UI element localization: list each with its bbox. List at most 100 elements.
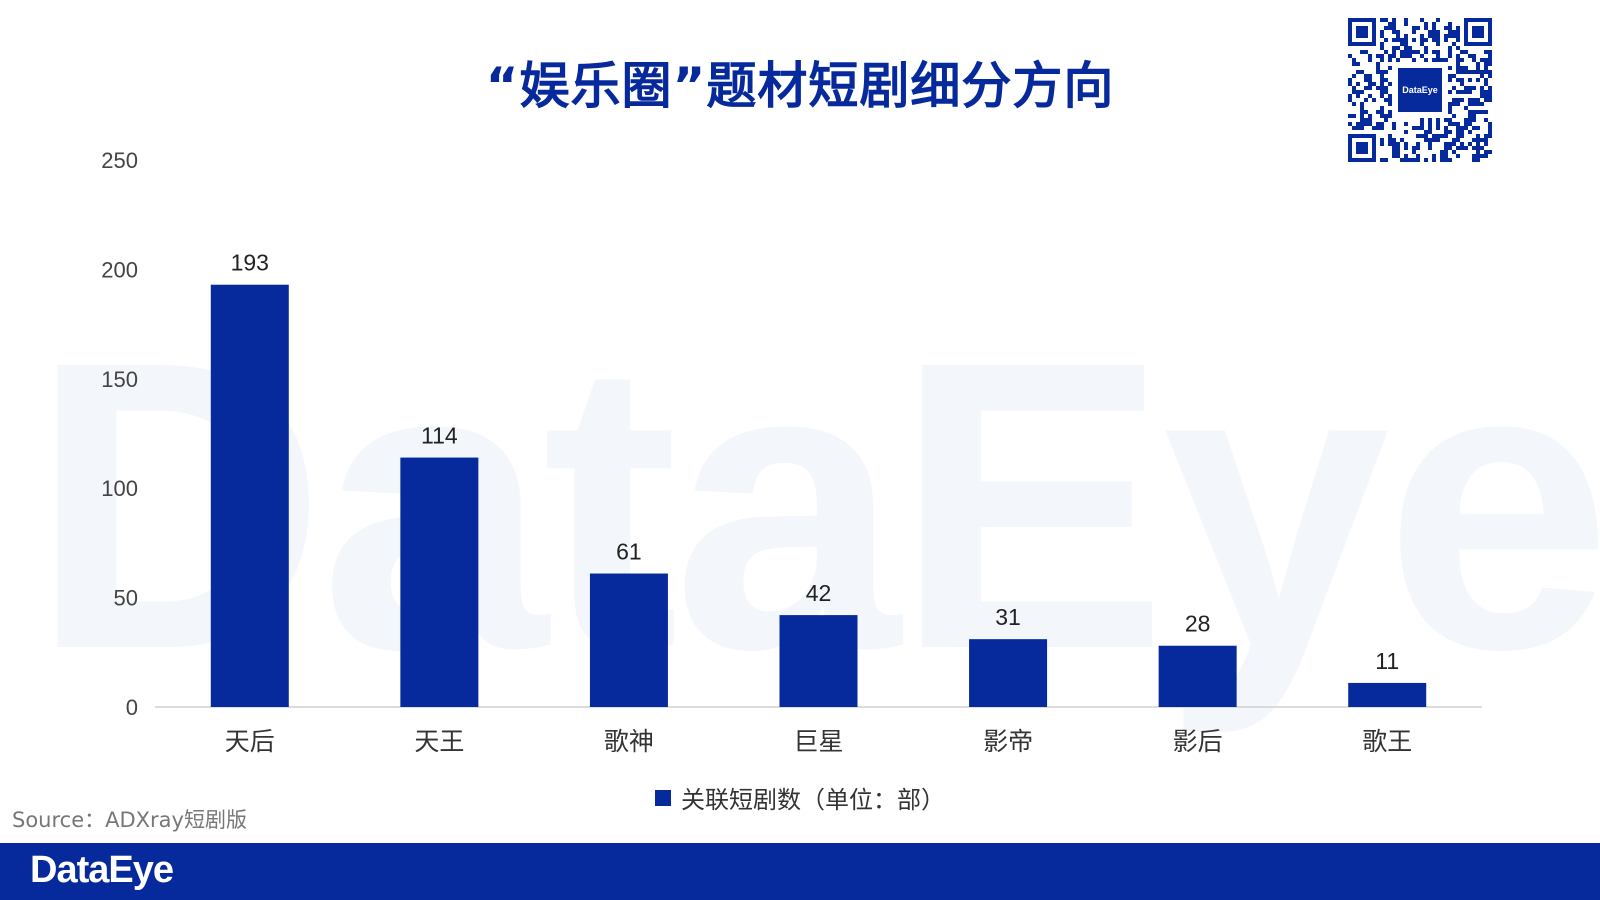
qr-module [1412, 26, 1416, 30]
bar [1348, 682, 1427, 707]
source-note: Source：ADXray短剧版 [12, 808, 247, 832]
qr-module [1480, 102, 1484, 106]
qr-module [1424, 22, 1428, 26]
qr-module [1396, 34, 1400, 38]
qr-module [1460, 142, 1464, 146]
qr-module [1456, 30, 1460, 34]
qr-module [1484, 134, 1488, 138]
qr-module [1432, 154, 1436, 158]
qr-module [1404, 22, 1408, 26]
qr-module [1480, 90, 1484, 94]
qr-module [1448, 130, 1452, 134]
qr-module [1356, 94, 1360, 98]
qr-module [1388, 134, 1392, 138]
qr-module [1448, 34, 1452, 38]
qr-module [1464, 122, 1468, 126]
qr-module [1416, 142, 1420, 146]
qr-module [1448, 66, 1452, 70]
qr-module [1464, 118, 1468, 122]
qr-module [1444, 34, 1448, 38]
qr-module [1472, 98, 1476, 102]
qr-module [1456, 126, 1460, 130]
qr-module [1472, 58, 1476, 62]
y-tick-label: 150 [101, 367, 138, 392]
x-category-label: 巨星 [793, 727, 843, 756]
qr-module [1356, 90, 1360, 94]
qr-module [1352, 102, 1356, 106]
qr-module [1456, 134, 1460, 138]
qr-module [1352, 90, 1356, 94]
qr-module [1484, 110, 1488, 114]
qr-module [1440, 158, 1444, 162]
qr-module [1408, 46, 1412, 50]
qr-module [1404, 50, 1408, 54]
qr-module [1372, 82, 1376, 86]
qr-module [1428, 118, 1432, 122]
qr-module [1456, 62, 1460, 66]
qr-module [1420, 54, 1424, 58]
qr-module [1456, 46, 1460, 50]
bar [1158, 645, 1237, 707]
qr-module [1472, 70, 1476, 74]
qr-module [1476, 150, 1480, 154]
qr-module [1432, 34, 1436, 38]
qr-module [1404, 42, 1408, 46]
qr-module [1408, 54, 1412, 58]
qr-module [1364, 50, 1368, 54]
qr-module [1480, 74, 1484, 78]
data-label: 28 [1185, 611, 1211, 637]
data-label: 31 [995, 604, 1021, 630]
qr-module [1424, 46, 1428, 50]
qr-module [1388, 110, 1392, 114]
qr-module [1408, 158, 1412, 162]
qr-module [1392, 46, 1396, 50]
qr-module [1360, 50, 1364, 54]
qr-module [1452, 150, 1456, 154]
qr-module [1348, 122, 1352, 126]
legend-label: 关联短剧数（单位：部） [681, 786, 945, 814]
qr-module [1424, 38, 1428, 42]
qr-module [1464, 146, 1468, 150]
qr-module [1436, 118, 1440, 122]
qr-module [1444, 146, 1448, 150]
qr-module [1388, 58, 1392, 62]
qr-module [1412, 150, 1416, 154]
qr-module [1480, 110, 1484, 114]
qr-module [1392, 138, 1396, 142]
qr-module [1468, 110, 1472, 114]
qr-module [1468, 70, 1472, 74]
qr-module [1468, 102, 1472, 106]
qr-module [1460, 66, 1464, 70]
qr-module [1380, 94, 1384, 98]
qr-module [1464, 66, 1468, 70]
qr-module [1388, 26, 1392, 30]
qr-module [1480, 94, 1484, 98]
qr-module [1420, 34, 1424, 38]
qr-module [1472, 54, 1476, 58]
qr-module [1452, 98, 1456, 102]
qr-module [1452, 142, 1456, 146]
qr-module [1348, 78, 1352, 82]
qr-module [1488, 74, 1492, 78]
qr-module [1448, 118, 1452, 122]
qr-module [1400, 158, 1404, 162]
qr-module [1364, 118, 1368, 122]
qr-module [1392, 54, 1396, 58]
qr-module [1412, 30, 1416, 34]
qr-module [1468, 86, 1472, 90]
qr-module [1420, 126, 1424, 130]
qr-module [1468, 90, 1472, 94]
qr-module [1368, 114, 1372, 118]
qr-module [1424, 158, 1428, 162]
qr-module [1484, 82, 1488, 86]
qr-module [1380, 46, 1384, 50]
qr-module [1484, 70, 1488, 74]
qr-module [1484, 62, 1488, 66]
qr-module [1360, 70, 1364, 74]
qr-module [1352, 114, 1356, 118]
qr-module [1448, 54, 1452, 58]
qr-module [1444, 38, 1448, 42]
qr-module [1376, 66, 1380, 70]
qr-module [1440, 58, 1444, 62]
qr-module [1440, 154, 1444, 158]
